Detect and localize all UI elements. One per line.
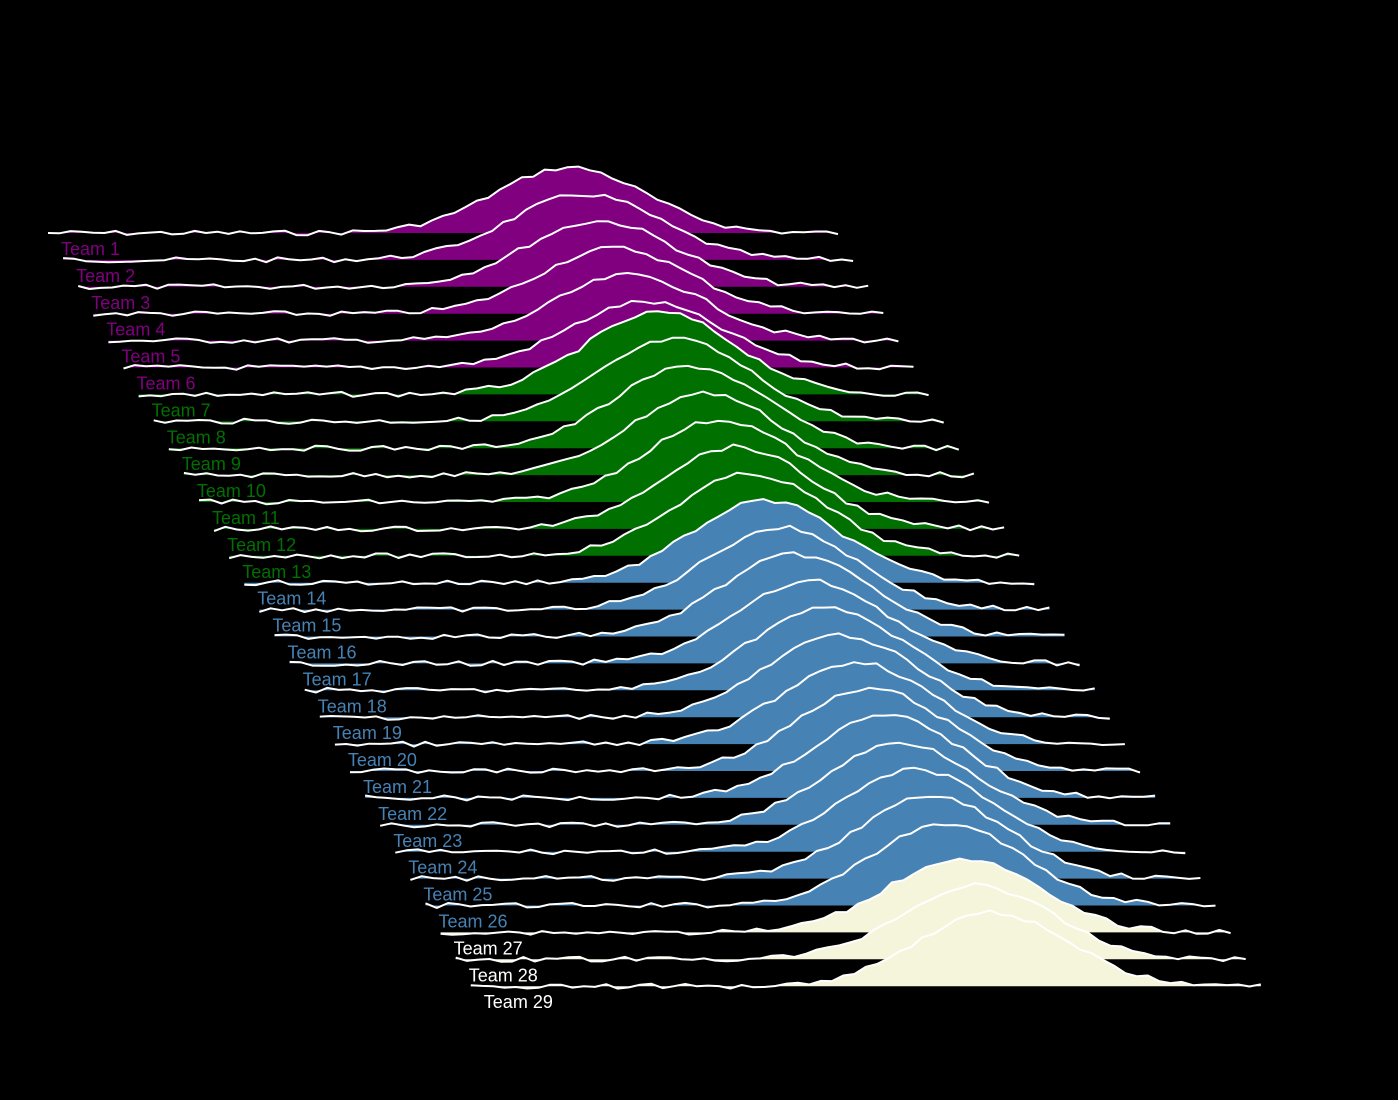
ridge-line-team-15 — [259, 524, 1050, 613]
ridge-line-team-22 — [364, 714, 1156, 802]
ridge-series-group — [47, 165, 1261, 990]
ridge-line-team-28 — [455, 882, 1246, 963]
series-label-team-7: Team 7 — [152, 400, 211, 420]
ridge-line-team-14 — [244, 498, 1035, 587]
ridge-line-team-29 — [470, 909, 1261, 990]
ridge-line-team-9 — [168, 364, 960, 452]
series-label-team-11: Team 11 — [212, 508, 280, 528]
series-label-team-13: Team 13 — [242, 562, 311, 582]
series-label-team-8: Team 8 — [167, 427, 226, 447]
ridge-line-team-7 — [138, 310, 929, 398]
series-label-team-27: Team 27 — [454, 938, 523, 958]
series-label-team-18: Team 18 — [318, 696, 387, 716]
ridge-line-team-16 — [274, 551, 1065, 640]
series-label-team-16: Team 16 — [288, 643, 357, 663]
series-label-team-19: Team 19 — [333, 723, 402, 743]
series-label-team-28: Team 28 — [469, 965, 538, 985]
series-label-team-23: Team 23 — [393, 831, 462, 851]
series-label-team-10: Team 10 — [197, 481, 266, 501]
ridge-line-team-24 — [395, 766, 1186, 856]
ridge-line-team-17 — [289, 578, 1080, 667]
ridge-area-team-29 — [470, 910, 1261, 989]
series-label-team-1: Team 1 — [61, 239, 120, 259]
series-label-team-26: Team 26 — [439, 912, 508, 932]
ridge-line-team-25 — [410, 795, 1201, 882]
series-label-team-14: Team 14 — [257, 589, 326, 609]
ridge-line-team-20 — [334, 661, 1125, 748]
series-label-team-29: Team 29 — [484, 992, 553, 1012]
ridge-line-team-8 — [153, 336, 944, 425]
series-label-team-25: Team 25 — [423, 885, 492, 905]
ridge-line-team-27 — [440, 857, 1231, 936]
ridge-line-team-21 — [349, 686, 1141, 774]
series-label-team-5: Team 5 — [121, 347, 180, 367]
series-label-team-17: Team 17 — [303, 669, 372, 689]
ridge-line-team-4 — [93, 245, 884, 317]
series-label-team-15: Team 15 — [272, 616, 341, 636]
ridge-line-team-2 — [63, 193, 854, 264]
series-label-team-22: Team 22 — [378, 804, 447, 824]
ridge-line-team-5 — [108, 272, 899, 344]
ridge-line-team-19 — [319, 632, 1110, 721]
series-label-group: Team 1 Team 2 Team 3 Team 4 Team 5 Team 6 Team… — [61, 239, 553, 1012]
series-label-team-9: Team 9 — [182, 454, 241, 474]
ridge-line-team-18 — [304, 606, 1095, 694]
series-label-team-24: Team 24 — [408, 858, 477, 878]
ridge-line-team-12 — [213, 443, 1005, 533]
ridge-line-team-6 — [123, 300, 914, 371]
ridge-line-team-11 — [198, 419, 990, 506]
series-label-team-3: Team 3 — [91, 293, 150, 313]
series-label-team-6: Team 6 — [137, 374, 196, 394]
ridge-line-team-26 — [425, 823, 1216, 909]
ridge-line-team-1 — [47, 165, 839, 237]
ridge-line-team-10 — [183, 390, 975, 479]
ridge-line-team-23 — [379, 741, 1171, 829]
ridge-line-team-13 — [228, 471, 1020, 560]
series-label-team-12: Team 12 — [227, 535, 296, 555]
ridge-line-team-3 — [77, 220, 869, 290]
series-label-team-4: Team 4 — [106, 320, 165, 340]
series-label-team-21: Team 21 — [363, 777, 432, 797]
series-label-team-2: Team 2 — [76, 266, 135, 286]
series-label-team-20: Team 20 — [348, 750, 417, 770]
